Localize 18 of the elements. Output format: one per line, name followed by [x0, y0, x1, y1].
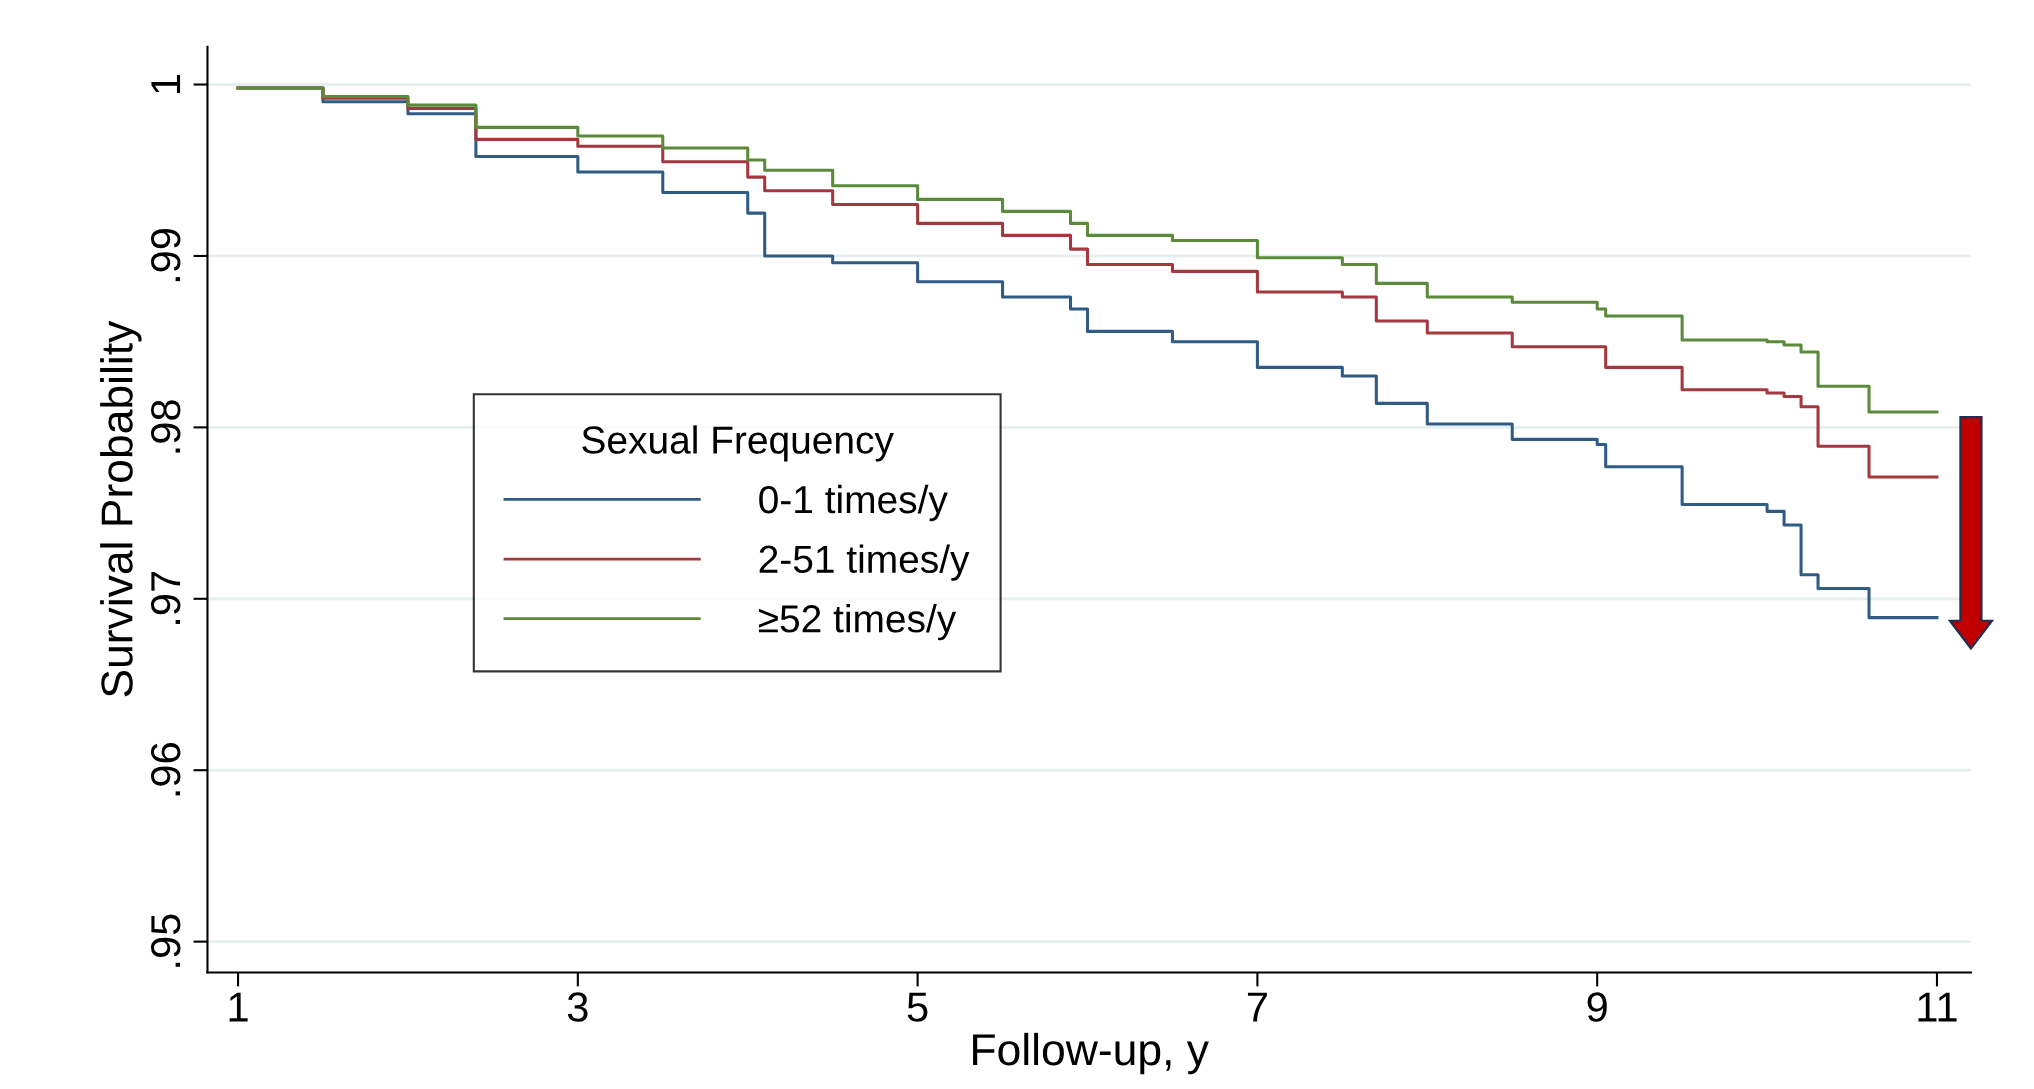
- y-tick-label: .98: [150, 400, 181, 453]
- y-tick-label: .95: [150, 914, 181, 967]
- legend-label: ≥52 times/y: [758, 604, 957, 641]
- legend-label: 0-1 times/y: [759, 484, 948, 522]
- y-tick-label: .96: [150, 743, 181, 796]
- y-tick-label: .97: [150, 571, 181, 624]
- x-tick-label: 11: [1918, 992, 1957, 1022]
- x-axis-title: Follow-up, y: [973, 1032, 1209, 1075]
- x-tick-label: 7: [1247, 992, 1267, 1022]
- y-tick-label: .99: [150, 228, 181, 282]
- x-tick-label: 9: [1587, 992, 1607, 1022]
- y-axis-title: Survival Probability: [100, 320, 142, 697]
- y-tick-label: 1: [151, 74, 181, 93]
- legend-label: 2-51 times/y: [759, 544, 970, 581]
- x-tick-label: 5: [907, 992, 928, 1022]
- x-tick-label: 3: [567, 992, 588, 1022]
- legend-title: Sexual Frequency: [582, 425, 894, 462]
- x-tick-label: 1: [229, 992, 248, 1022]
